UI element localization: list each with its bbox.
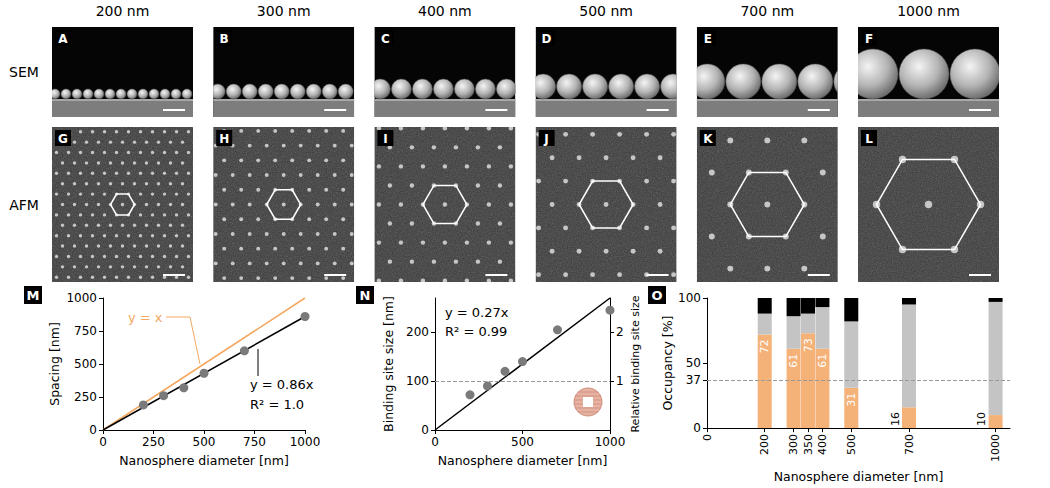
svg-text:1000: 1000 [290,435,321,449]
svg-text:H: H [219,132,229,146]
svg-text:Relative binding site size: Relative binding site size [629,295,642,432]
svg-text:37: 37 [686,373,701,387]
svg-text:O: O [651,288,662,303]
svg-text:1000 nm: 1000 nm [897,3,960,19]
svg-text:2: 2 [616,325,624,339]
svg-text:1000: 1000 [66,291,97,305]
svg-text:500: 500 [511,435,534,449]
svg-text:700: 700 [903,434,916,455]
svg-text:1: 1 [616,374,624,388]
svg-text:200 nm: 200 nm [96,3,150,19]
svg-text:73: 73 [802,338,815,352]
svg-text:0: 0 [431,435,439,449]
svg-text:1000: 1000 [595,435,626,449]
svg-text:400 nm: 400 nm [418,3,472,19]
svg-text:y = 0.27x: y = 0.27x [445,305,509,320]
svg-text:R² = 1.0: R² = 1.0 [250,397,304,412]
svg-text:L: L [865,132,873,146]
svg-text:B: B [220,32,229,46]
svg-text:y = 0.86x: y = 0.86x [250,377,314,392]
svg-text:Binding site size [nm]: Binding site size [nm] [381,296,396,432]
svg-text:Nanosphere diameter [nm]: Nanosphere diameter [nm] [774,469,944,484]
svg-text:300: 300 [787,434,800,455]
svg-text:500: 500 [193,435,216,449]
svg-text:D: D [542,32,552,46]
svg-text:J: J [543,132,548,146]
svg-text:10: 10 [975,412,988,426]
svg-text:500 nm: 500 nm [579,3,633,19]
svg-text:0: 0 [701,434,714,441]
svg-text:A: A [58,32,68,46]
svg-text:0: 0 [421,423,429,437]
svg-text:M: M [27,288,40,303]
svg-text:350: 350 [802,434,815,455]
svg-text:700 nm: 700 nm [740,3,794,19]
svg-text:R² = 0.99: R² = 0.99 [445,324,507,339]
svg-text:200: 200 [406,325,429,339]
svg-text:N: N [360,288,371,303]
svg-text:AFM: AFM [9,197,39,213]
svg-text:Nanosphere diameter [nm]: Nanosphere diameter [nm] [119,453,289,468]
svg-text:500: 500 [74,357,97,371]
svg-text:31: 31 [845,393,858,407]
svg-text:E: E [704,32,712,46]
svg-text:0: 0 [99,435,107,449]
svg-text:61: 61 [787,354,800,368]
svg-text:750: 750 [74,324,97,338]
svg-text:400: 400 [816,434,829,455]
svg-text:0: 0 [693,421,701,435]
svg-text:500: 500 [845,434,858,455]
svg-text:Occupancy [%]: Occupancy [%] [660,316,675,411]
svg-text:16: 16 [889,412,902,426]
svg-text:1000: 1000 [989,434,1002,462]
svg-text:C: C [381,32,390,46]
svg-text:200: 200 [758,434,771,455]
svg-text:K: K [703,132,713,146]
svg-text:F: F [865,32,873,46]
svg-text:0: 0 [89,423,97,437]
svg-text:50: 50 [686,356,701,370]
svg-text:Nanosphere diameter [nm]: Nanosphere diameter [nm] [438,453,608,468]
svg-text:61: 61 [816,354,829,368]
svg-text:SEM: SEM [9,64,39,80]
svg-text:250: 250 [142,435,165,449]
svg-text:I: I [383,132,387,146]
svg-text:300 nm: 300 nm [257,3,311,19]
svg-text:250: 250 [74,390,97,404]
svg-text:G: G [58,132,68,146]
svg-text:72: 72 [758,339,771,353]
svg-text:100: 100 [406,374,429,388]
svg-text:Spacing [nm]: Spacing [nm] [47,322,62,406]
svg-text:100: 100 [678,291,701,305]
svg-text:y = x: y = x [128,310,163,325]
svg-text:750: 750 [243,435,266,449]
